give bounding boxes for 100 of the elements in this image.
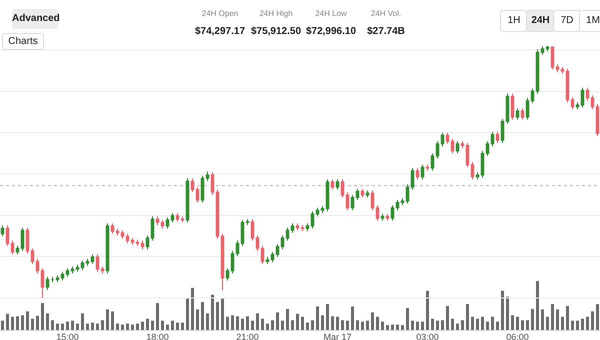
bar bbox=[106, 309, 109, 330]
bar bbox=[311, 320, 314, 330]
bar bbox=[371, 312, 374, 330]
bar bbox=[401, 325, 404, 330]
bar bbox=[566, 306, 569, 330]
bar bbox=[131, 324, 134, 330]
candlestick bbox=[540, 46, 544, 56]
bar bbox=[496, 322, 499, 330]
candlestick bbox=[250, 218, 254, 242]
candlestick bbox=[50, 276, 54, 283]
candlestick bbox=[360, 188, 364, 198]
x-tick-label: 06:00 bbox=[506, 332, 529, 340]
bar bbox=[426, 290, 429, 330]
bar bbox=[326, 304, 329, 330]
bar bbox=[361, 322, 364, 330]
bar bbox=[16, 316, 19, 330]
bar bbox=[236, 316, 239, 330]
text: $74,297.17 bbox=[194, 26, 246, 37]
candlestick bbox=[46, 276, 50, 290]
candlestick bbox=[116, 228, 120, 236]
bar bbox=[96, 324, 99, 330]
candlestick bbox=[30, 248, 34, 264]
candlestick bbox=[420, 164, 424, 180]
bar bbox=[291, 320, 294, 330]
bar bbox=[126, 324, 129, 330]
bar bbox=[256, 313, 259, 330]
bar bbox=[351, 306, 354, 330]
candlestick bbox=[556, 64, 560, 73]
bar bbox=[461, 320, 464, 330]
bar bbox=[466, 304, 469, 330]
candlestick bbox=[386, 213, 390, 222]
bar bbox=[491, 316, 494, 330]
candlestick bbox=[100, 266, 104, 274]
candlestick bbox=[176, 212, 180, 222]
candlestick bbox=[96, 254, 100, 272]
bar bbox=[591, 311, 594, 330]
bar bbox=[161, 320, 164, 330]
bar bbox=[186, 298, 189, 330]
candlestick bbox=[500, 118, 504, 144]
candlestick bbox=[370, 190, 374, 211]
candlestick bbox=[226, 268, 230, 281]
candlestick bbox=[36, 258, 40, 274]
bar bbox=[581, 318, 584, 330]
bar bbox=[176, 322, 179, 330]
bar bbox=[146, 318, 149, 330]
bar bbox=[11, 316, 14, 330]
bar bbox=[406, 308, 409, 330]
candlestick bbox=[346, 192, 350, 211]
bar bbox=[411, 320, 414, 330]
bar bbox=[436, 320, 439, 330]
candlestick bbox=[6, 224, 10, 246]
candlestick bbox=[266, 256, 270, 264]
candlestick bbox=[310, 210, 314, 229]
bar bbox=[471, 316, 474, 330]
bar bbox=[506, 296, 509, 330]
bar bbox=[216, 302, 219, 330]
bar bbox=[91, 322, 94, 330]
candlestick bbox=[366, 190, 370, 198]
candlestick bbox=[330, 178, 334, 190]
bar bbox=[281, 320, 284, 330]
candlestick bbox=[80, 260, 84, 271]
bar bbox=[301, 316, 304, 330]
bar bbox=[226, 316, 229, 330]
bar bbox=[576, 320, 579, 330]
candlestick bbox=[300, 224, 304, 232]
candlestick bbox=[66, 268, 70, 278]
candlestick bbox=[496, 131, 500, 144]
candlestick bbox=[490, 131, 494, 147]
bar bbox=[21, 315, 24, 330]
bar bbox=[81, 313, 84, 330]
bar bbox=[331, 316, 334, 330]
bar bbox=[546, 316, 549, 330]
candlestick bbox=[60, 271, 64, 281]
bar bbox=[6, 314, 9, 330]
candlestick bbox=[450, 138, 454, 154]
bar bbox=[246, 316, 249, 330]
bar bbox=[476, 318, 479, 330]
candlestick bbox=[406, 184, 410, 204]
candlestick bbox=[460, 140, 464, 149]
candlestick bbox=[206, 171, 210, 182]
candlestick bbox=[276, 244, 280, 258]
candlestick bbox=[320, 206, 324, 214]
bar bbox=[316, 306, 319, 330]
bar bbox=[456, 324, 459, 330]
candlestick bbox=[220, 233, 224, 290]
bar bbox=[156, 303, 159, 330]
candlestick bbox=[526, 97, 530, 120]
text: 24H High bbox=[259, 9, 293, 18]
bar bbox=[336, 316, 339, 330]
candlestick bbox=[580, 87, 584, 108]
candlestick bbox=[590, 94, 594, 110]
candlestick bbox=[40, 268, 44, 298]
bar bbox=[86, 324, 89, 330]
candlestick bbox=[136, 239, 140, 246]
candlestick bbox=[426, 164, 430, 172]
candlestick bbox=[546, 46, 550, 52]
bar bbox=[46, 313, 49, 330]
bar bbox=[271, 320, 274, 330]
x-tick-label: 18:00 bbox=[146, 332, 169, 340]
text: $27.74B bbox=[367, 26, 405, 37]
